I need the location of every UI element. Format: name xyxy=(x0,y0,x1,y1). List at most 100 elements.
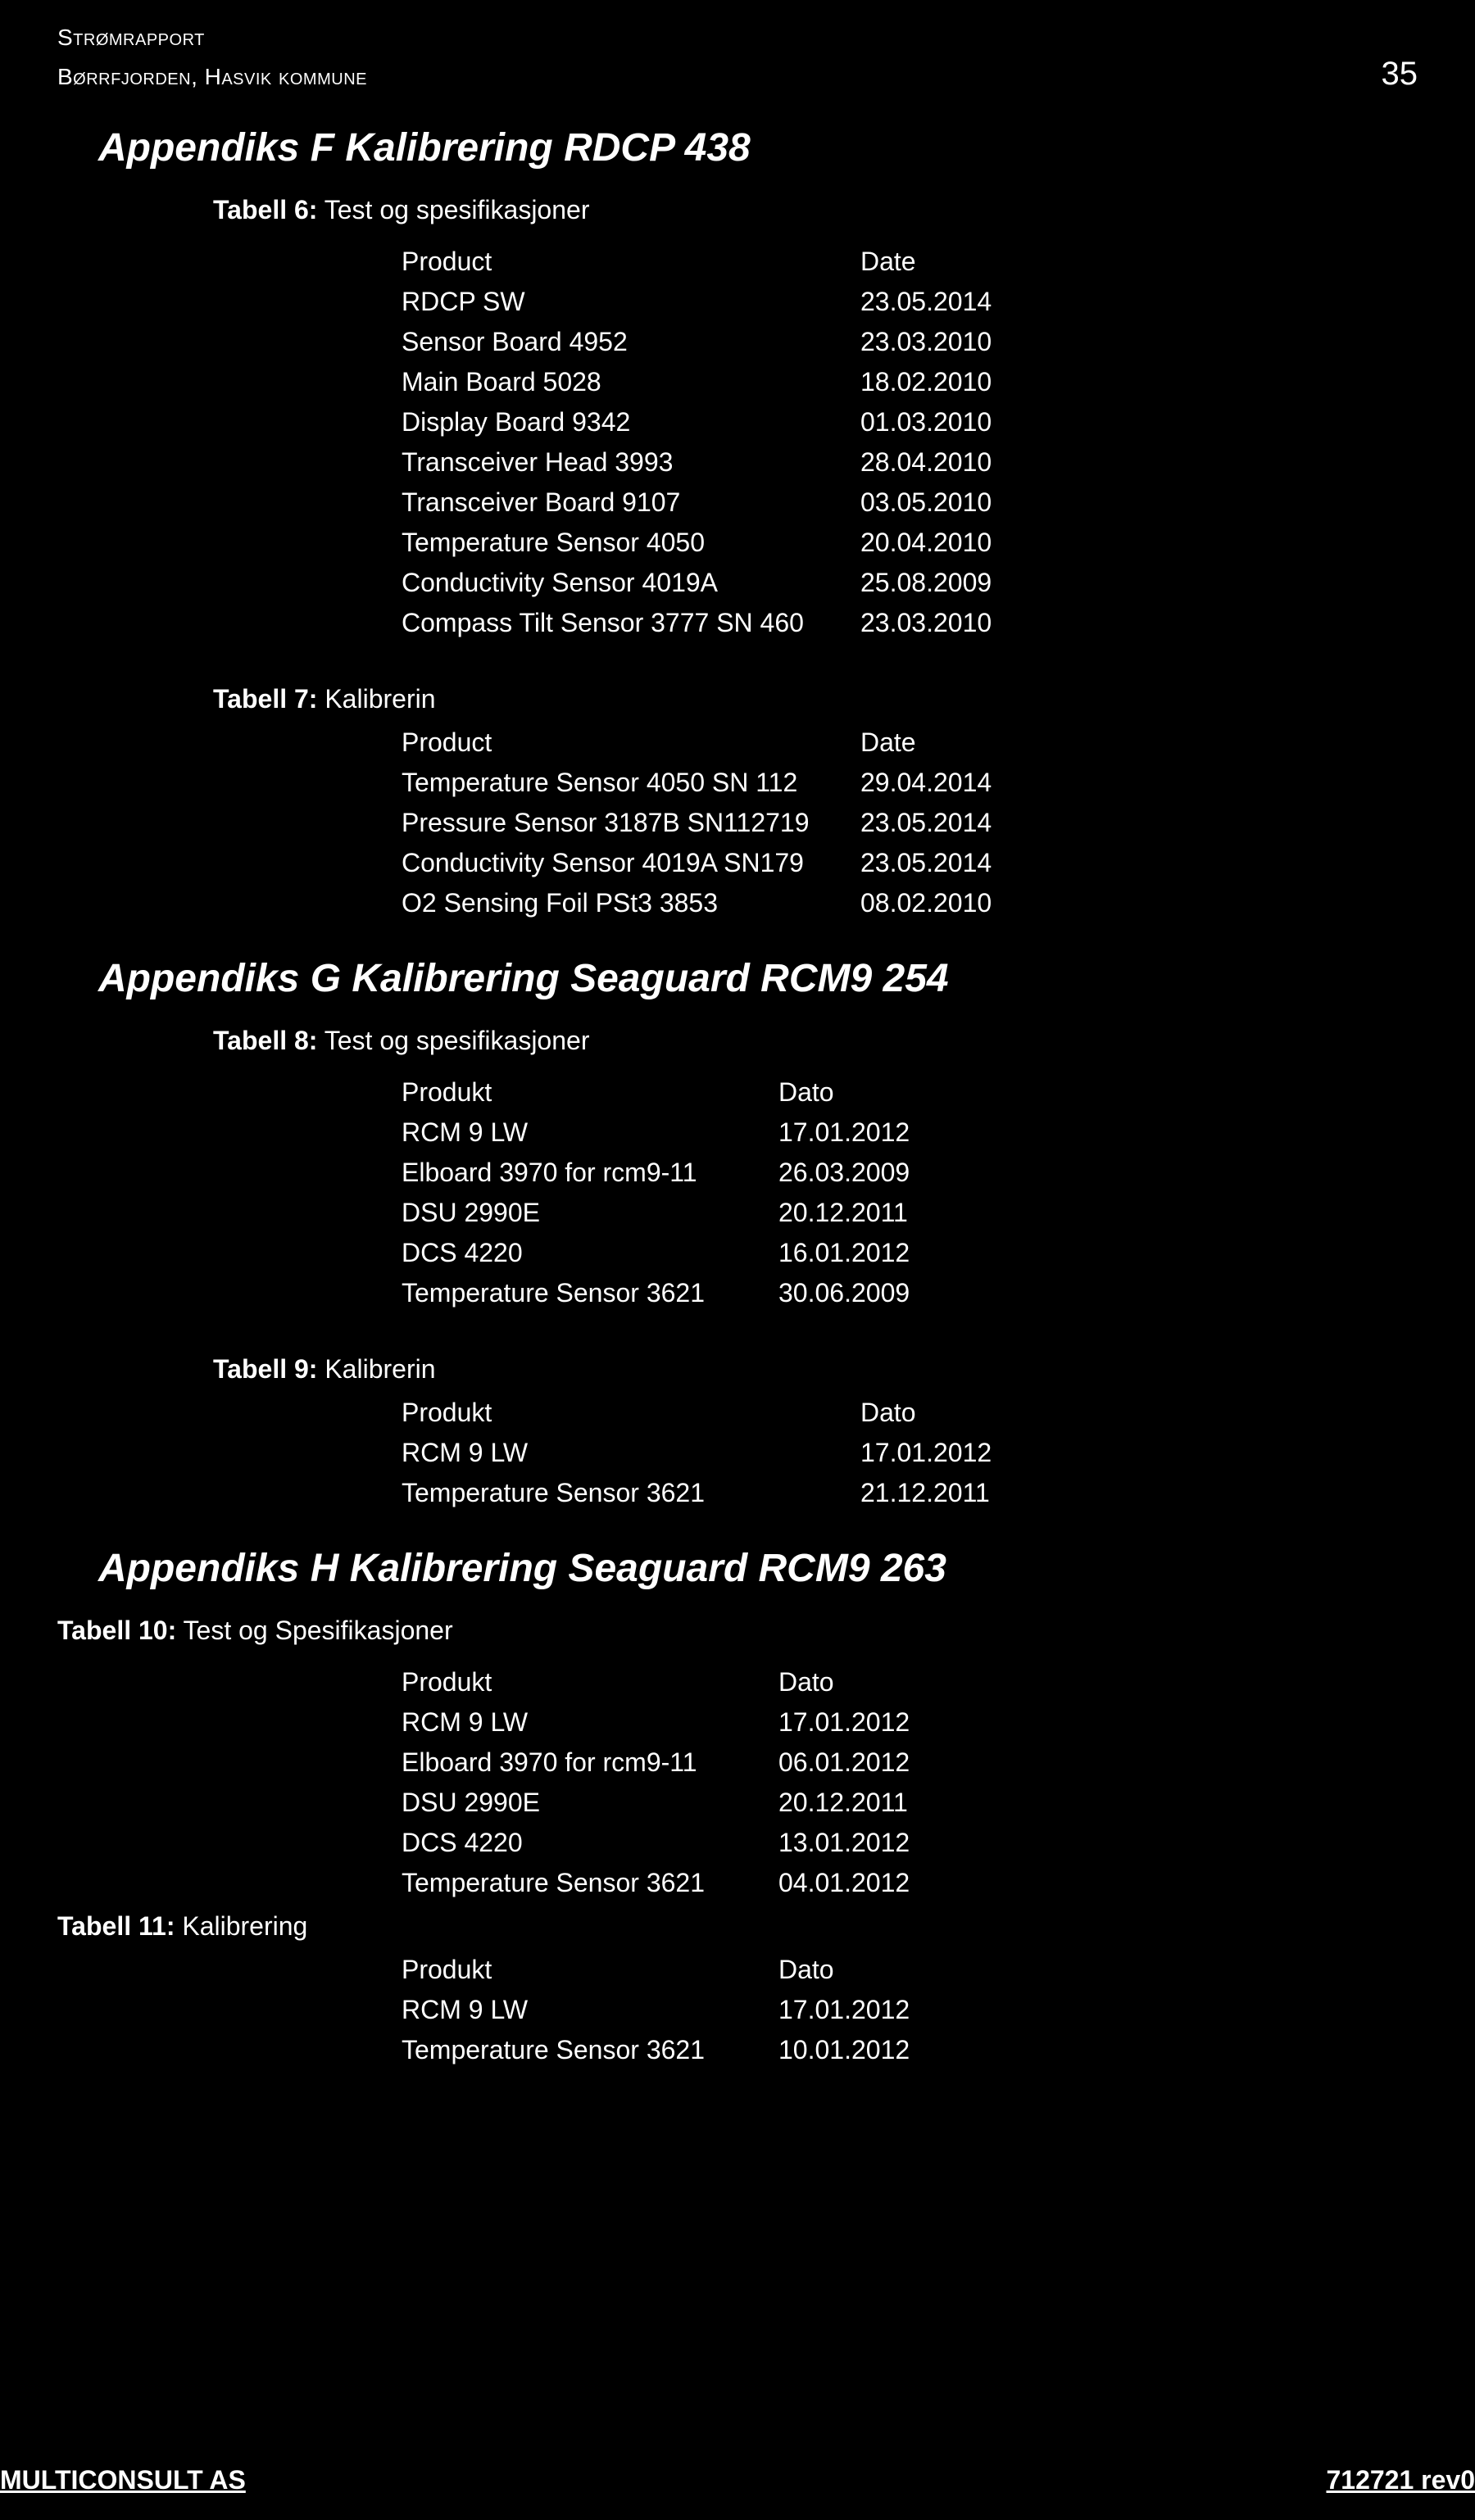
table9-header-product: Produkt xyxy=(402,1393,860,1433)
cell: 10.01.2012 xyxy=(778,2030,959,2070)
location: Børrfjorden, Hasvik kommune xyxy=(57,64,367,90)
table8: Produkt Dato RCM 9 LW17.01.2012 Elboard … xyxy=(402,1072,959,1313)
cell: Conductivity Sensor 4019A xyxy=(402,563,860,603)
table10-header-date: Dato xyxy=(778,1662,959,1702)
table8-caption-bold: Tabell 8: xyxy=(213,1026,317,1055)
cell: 03.05.2010 xyxy=(860,483,1041,523)
table-row: Produkt Dato xyxy=(402,1393,1041,1433)
cell: 17.01.2012 xyxy=(778,1702,959,1743)
cell: 18.02.2010 xyxy=(860,362,1041,402)
cell: RCM 9 LW xyxy=(402,1702,778,1743)
table-row: Temperature Sensor 4050 SN 11229.04.2014 xyxy=(402,763,1041,803)
appendix-f-title: Appendiks F Kalibrering RDCP 438 xyxy=(98,125,1418,170)
table-row: Transceiver Board 910703.05.2010 xyxy=(402,483,1041,523)
table-row: Temperature Sensor 362110.01.2012 xyxy=(402,2030,959,2070)
table-row: Sensor Board 495223.03.2010 xyxy=(402,322,1041,362)
table6-caption: Tabell 6: Test og spesifikasjoner xyxy=(213,195,1418,225)
cell: Temperature Sensor 4050 xyxy=(402,523,860,563)
cell: Transceiver Head 3993 xyxy=(402,442,860,483)
cell: 04.01.2012 xyxy=(778,1863,959,1903)
cell: 25.08.2009 xyxy=(860,563,1041,603)
table-row: Product Date xyxy=(402,242,1041,282)
table-row: Conductivity Sensor 4019A SN17923.05.201… xyxy=(402,843,1041,883)
cell: DCS 4220 xyxy=(402,1233,778,1273)
table10-header-product: Produkt xyxy=(402,1662,778,1702)
cell: 13.01.2012 xyxy=(778,1823,959,1863)
table-row: DCS 422016.01.2012 xyxy=(402,1233,959,1273)
cell: 20.04.2010 xyxy=(860,523,1041,563)
table-row: Elboard 3970 for rcm9-1106.01.2012 xyxy=(402,1743,959,1783)
cell: 06.01.2012 xyxy=(778,1743,959,1783)
table-row: Pressure Sensor 3187B SN11271923.05.2014 xyxy=(402,803,1041,843)
table-row: Temperature Sensor 362130.06.2009 xyxy=(402,1273,959,1313)
cell: Temperature Sensor 3621 xyxy=(402,1273,778,1313)
table9-caption-bold: Tabell 9: xyxy=(213,1354,317,1384)
cell: 20.12.2011 xyxy=(778,1193,959,1233)
table7-header-date: Date xyxy=(860,723,1041,763)
table10: Produkt Dato RCM 9 LW17.01.2012 Elboard … xyxy=(402,1662,959,1903)
footer-company: MULTICONSULT AS xyxy=(0,2465,246,2495)
cell: 28.04.2010 xyxy=(860,442,1041,483)
table-row: Main Board 502818.02.2010 xyxy=(402,362,1041,402)
cell: Display Board 9342 xyxy=(402,402,860,442)
table9-header-date: Dato xyxy=(860,1393,1041,1433)
cell: Pressure Sensor 3187B SN112719 xyxy=(402,803,860,843)
cell: 21.12.2011 xyxy=(860,1473,1041,1513)
cell: 23.05.2014 xyxy=(860,843,1041,883)
cell: DCS 4220 xyxy=(402,1823,778,1863)
table-row: DSU 2990E20.12.2011 xyxy=(402,1783,959,1823)
table-row: RCM 9 LW17.01.2012 xyxy=(402,1433,1041,1473)
cell: Temperature Sensor 3621 xyxy=(402,1473,860,1513)
table-row: RCM 9 LW17.01.2012 xyxy=(402,1990,959,2030)
table-row: Display Board 934201.03.2010 xyxy=(402,402,1041,442)
report-type: Strømrapport xyxy=(57,25,1418,51)
table8-caption-rest: Test og spesifikasjoner xyxy=(317,1026,589,1055)
table6-header-date: Date xyxy=(860,242,1041,282)
table11-caption-rest: Kalibrering xyxy=(175,1911,307,1941)
cell: Compass Tilt Sensor 3777 SN 460 xyxy=(402,603,860,643)
cell: RDCP SW xyxy=(402,282,860,322)
table7-caption: Tabell 7: Kalibrerin xyxy=(213,684,1418,714)
cell: RCM 9 LW xyxy=(402,1990,778,2030)
cell: 23.03.2010 xyxy=(860,322,1041,362)
cell: 29.04.2014 xyxy=(860,763,1041,803)
table10-caption: Tabell 10: Test og Spesifikasjoner xyxy=(57,1616,1418,1646)
page-number: 35 xyxy=(1382,56,1418,93)
table-row: Transceiver Head 399328.04.2010 xyxy=(402,442,1041,483)
table7: Product Date Temperature Sensor 4050 SN … xyxy=(402,723,1041,923)
cell: Sensor Board 4952 xyxy=(402,322,860,362)
table9: Produkt Dato RCM 9 LW17.01.2012 Temperat… xyxy=(402,1393,1041,1513)
footer: MULTICONSULT AS 712721 rev0 xyxy=(0,2465,1475,2495)
cell: Elboard 3970 for rcm9-11 xyxy=(402,1743,778,1783)
table9-caption-rest: Kalibrerin xyxy=(317,1354,435,1384)
table-row: RDCP SW23.05.2014 xyxy=(402,282,1041,322)
table11-header-product: Produkt xyxy=(402,1950,778,1990)
table11-caption: Tabell 11: Kalibrering xyxy=(57,1911,1418,1942)
cell: 23.05.2014 xyxy=(860,803,1041,843)
table7-caption-bold: Tabell 7: xyxy=(213,684,317,714)
table-row: RCM 9 LW17.01.2012 xyxy=(402,1113,959,1153)
appendix-g-title: Appendiks G Kalibrering Seaguard RCM9 25… xyxy=(98,956,1418,1001)
table8-header-date: Dato xyxy=(778,1072,959,1113)
cell: Temperature Sensor 4050 SN 112 xyxy=(402,763,860,803)
table-row: Compass Tilt Sensor 3777 SN 46023.03.201… xyxy=(402,603,1041,643)
cell: Main Board 5028 xyxy=(402,362,860,402)
table-row: DSU 2990E20.12.2011 xyxy=(402,1193,959,1233)
cell: Temperature Sensor 3621 xyxy=(402,1863,778,1903)
cell: 08.02.2010 xyxy=(860,883,1041,923)
cell: RCM 9 LW xyxy=(402,1433,860,1473)
cell: 23.03.2010 xyxy=(860,603,1041,643)
cell: DSU 2990E xyxy=(402,1783,778,1823)
table7-header-product: Product xyxy=(402,723,860,763)
cell: 30.06.2009 xyxy=(778,1273,959,1313)
table-row: Temperature Sensor 362121.12.2011 xyxy=(402,1473,1041,1513)
cell: 23.05.2014 xyxy=(860,282,1041,322)
table6: Product Date RDCP SW23.05.2014 Sensor Bo… xyxy=(402,242,1041,643)
cell: DSU 2990E xyxy=(402,1193,778,1233)
cell: 17.01.2012 xyxy=(860,1433,1041,1473)
cell: RCM 9 LW xyxy=(402,1113,778,1153)
table10-caption-rest: Test og Spesifikasjoner xyxy=(176,1616,452,1645)
cell: Elboard 3970 for rcm9-11 xyxy=(402,1153,778,1193)
table-row: O2 Sensing Foil PSt3 385308.02.2010 xyxy=(402,883,1041,923)
table11: Produkt Dato RCM 9 LW17.01.2012 Temperat… xyxy=(402,1950,959,2070)
